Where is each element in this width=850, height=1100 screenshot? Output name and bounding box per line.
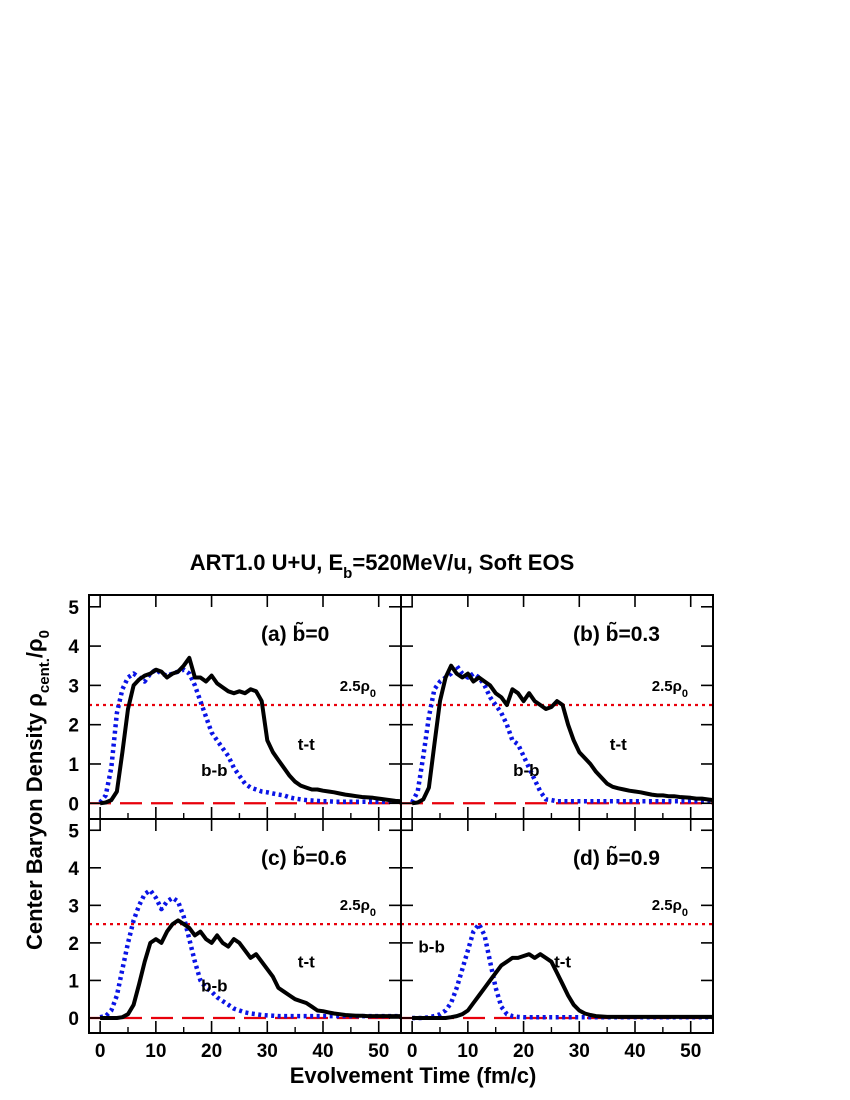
series-line-b-b: [98, 667, 401, 804]
series-label-b-b: b-b: [513, 761, 539, 780]
series-label-b-b: b-b: [201, 977, 227, 996]
x-tick-label: 10: [145, 1041, 166, 1062]
x-tick-label: 50: [368, 1041, 389, 1062]
panel-label: (a) b̃=0: [261, 622, 329, 646]
x-tick-label: 0: [95, 1041, 106, 1062]
x-tick-label: 30: [569, 1041, 590, 1062]
series-label-b-b: b-b: [201, 761, 227, 780]
series-line-t-t: [99, 655, 402, 806]
x-tick-label: 0: [407, 1041, 418, 1062]
series-label-t-t: t-t: [298, 735, 315, 754]
panel-frame: [88, 594, 402, 820]
y-tick-label: 0: [68, 794, 79, 815]
y-tick-label: 3: [68, 896, 79, 917]
panel-label: (d) b̃=0.9: [573, 846, 660, 870]
y-tick-label: 4: [68, 637, 79, 658]
panel-d: 2.5ρ0 0 10 20 30 40 50 (d) b̃=0.9 t-t b-b: [400, 818, 714, 1062]
x-tick-label: 20: [201, 1041, 222, 1062]
y-tick-label: 4: [68, 859, 79, 880]
chart-title: ART1.0 U+U, Eb=520MeV/u, Soft EOS: [190, 550, 575, 582]
series-line-t-t: [412, 952, 713, 1020]
panel-label: (c) b̃=0.6: [261, 846, 347, 870]
y-axis-label: Center Baryon Density ρcent./ρ0: [22, 630, 53, 950]
x-tick-label: 40: [624, 1041, 645, 1062]
y-tick-label: 3: [68, 676, 79, 697]
series-label-b-b: b-b: [418, 937, 444, 956]
x-tick-label: 40: [312, 1041, 333, 1062]
y-tick-label: 0: [68, 1009, 79, 1030]
series-label-t-t: t-t: [554, 952, 571, 971]
series-line-t-t: [411, 663, 714, 806]
x-tick-label: 20: [513, 1041, 534, 1062]
series-label-t-t: t-t: [298, 952, 315, 971]
panel-frame: [400, 818, 714, 1034]
reference-label-2p5: 2.5ρ0: [340, 897, 376, 919]
y-tick-label: 2: [68, 716, 79, 737]
reference-label-2p5: 2.5ρ0: [652, 897, 688, 919]
y-tick-label: 1: [68, 971, 79, 992]
series-line-b-b: [412, 921, 713, 1021]
panel-b: 2.5ρ0 (b) b̃=0.3 t-t b-b: [400, 594, 714, 820]
panel-c: 2.5ρ0 0 10 20 30 40 50 0 1 2 3 4 5 (c) b̃=0.6 t-t b-b: [68, 818, 402, 1062]
panel-frame: [400, 594, 714, 820]
x-axis-label: Evolvement Time (fm/c): [290, 1063, 537, 1088]
reference-label-2p5: 2.5ρ0: [652, 678, 688, 700]
series-line-b-b: [410, 663, 713, 804]
panel-a: 2.5ρ0 0 1 2 3 4 5 (a) b̃=0 t-t b-b: [68, 594, 402, 820]
series-line-t-t: [100, 918, 401, 1020]
y-tick-label: 2: [68, 934, 79, 955]
x-tick-label: 10: [457, 1041, 478, 1062]
reference-label-2p5: 2.5ρ0: [340, 678, 376, 700]
panel-label: (b) b̃=0.3: [573, 622, 660, 646]
x-tick-label: 30: [257, 1041, 278, 1062]
x-tick-label: 50: [680, 1041, 701, 1062]
y-tick-label: 5: [68, 821, 79, 842]
y-tick-label: 5: [68, 598, 79, 619]
y-tick-label: 1: [68, 755, 79, 776]
series-label-t-t: t-t: [610, 735, 627, 754]
